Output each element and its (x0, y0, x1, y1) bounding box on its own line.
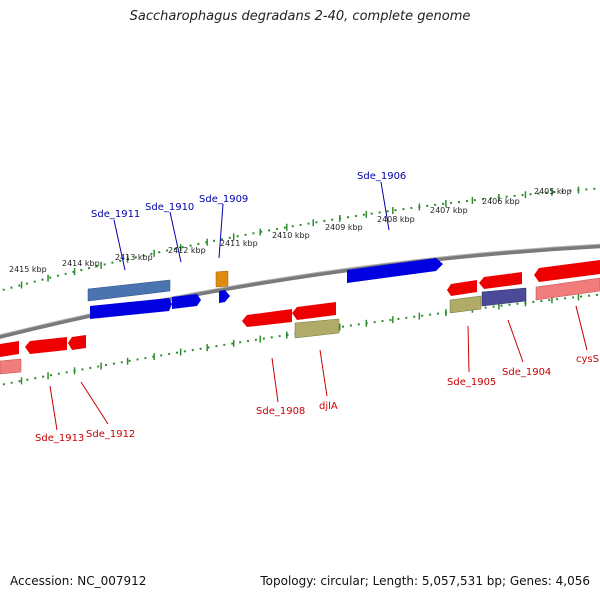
accession-label: Accession: NC_007912 (10, 574, 147, 588)
connector-sde-1911 (113, 219, 126, 271)
gene-arrow-partial[interactable] (0, 341, 19, 357)
gene-arrow-sde-1912[interactable] (68, 335, 86, 350)
genome-backbone (0, 244, 600, 339)
ruler-label: 2410 kbp (272, 231, 310, 240)
ruler-label: 2414 kbp (62, 259, 100, 268)
gene-label-sde-1904[interactable]: Sde_1904 (502, 367, 551, 378)
gene-arrow-sde-1904[interactable] (479, 272, 522, 289)
forward-features (87, 258, 443, 319)
ruler-labels: 2405 kbp 2406 kbp 2407 kbp 2408 kbp 2409… (9, 187, 572, 274)
connector-sde-1912 (80, 381, 109, 425)
feature-block-salmon[interactable] (0, 358, 22, 375)
ruler-label: 2415 kbp (9, 265, 47, 274)
inner-major-ticks (20, 293, 580, 385)
connector-sde-1904 (507, 319, 524, 363)
gene-label-sde-1909[interactable]: Sde_1909 (199, 194, 248, 205)
connector-sde-1910 (169, 211, 182, 263)
gene-arrow-sde-1906[interactable] (347, 258, 443, 283)
reverse-features (0, 260, 600, 375)
gene-arrow-cyss[interactable] (534, 260, 600, 282)
feature-block-slate[interactable] (481, 287, 527, 307)
label-connectors (49, 181, 588, 431)
ruler-label: 2406 kbp (482, 197, 520, 206)
connector-sde-1905 (467, 325, 470, 373)
gene-label-sde-1911[interactable]: Sde_1911 (91, 209, 140, 220)
gene-arrow-sde-1905[interactable] (447, 280, 477, 296)
genome-backbone-highlight (0, 243, 600, 336)
ruler-label: 2407 kbp (430, 206, 468, 215)
feature-block-khaki[interactable] (449, 295, 482, 314)
ruler-label: 2412 kbp (168, 246, 206, 255)
ruler-label: 2408 kbp (377, 215, 415, 224)
gene-label-cyss[interactable]: cysS (576, 354, 599, 365)
genome-summary: Topology: circular; Length: 5,057,531 bp… (260, 574, 590, 588)
gene-label-sde-1906[interactable]: Sde_1906 (357, 171, 406, 182)
connector-sde-1906 (380, 181, 390, 231)
outer-major-ticks (20, 186, 580, 289)
ruler-label: 2411 kbp (220, 239, 258, 248)
gene-label-sde-1912[interactable]: Sde_1912 (86, 429, 135, 440)
ruler-label: 2413 kbp (115, 253, 153, 262)
feature-block-khaki[interactable] (294, 318, 340, 339)
outer-tick-rail (0, 187, 600, 292)
connector-cyss (575, 305, 588, 351)
gene-label-sde-1910[interactable]: Sde_1910 (145, 202, 194, 213)
feature-block-salmon[interactable] (535, 277, 600, 301)
gene-label-sde-1913[interactable]: Sde_1913 (35, 433, 84, 444)
connector-sde-1913 (49, 385, 58, 431)
gene-arrow-sde-1909[interactable] (219, 290, 230, 303)
ruler-label: 2405 kbp (534, 187, 572, 196)
connector-djla (319, 349, 328, 397)
gene-arrow-djla[interactable] (292, 302, 336, 320)
connector-sde-1908 (271, 357, 279, 403)
gene-label-sde-1905[interactable]: Sde_1905 (447, 377, 496, 388)
gene-label-sde-1908[interactable]: Sde_1908 (256, 406, 305, 417)
ruler-label: 2409 kbp (325, 223, 363, 232)
gene-arrow-sde-1913[interactable] (25, 337, 67, 354)
gene-arrow-sde-1910[interactable] (172, 294, 201, 309)
gene-labels: Sde_1906 Sde_1909 Sde_1910 Sde_1911 cysS… (35, 171, 599, 444)
connector-sde-1909 (218, 203, 224, 259)
feature-block-steelblue[interactable] (87, 279, 171, 302)
gene-arrow-sde-1911[interactable] (90, 298, 172, 319)
feature-block-orange[interactable] (215, 270, 229, 288)
gene-label-djla[interactable]: djlA (319, 401, 338, 412)
gene-arrow-sde-1908[interactable] (242, 309, 292, 327)
map-title: Saccharophagus degradans 2-40, complete … (129, 9, 471, 24)
